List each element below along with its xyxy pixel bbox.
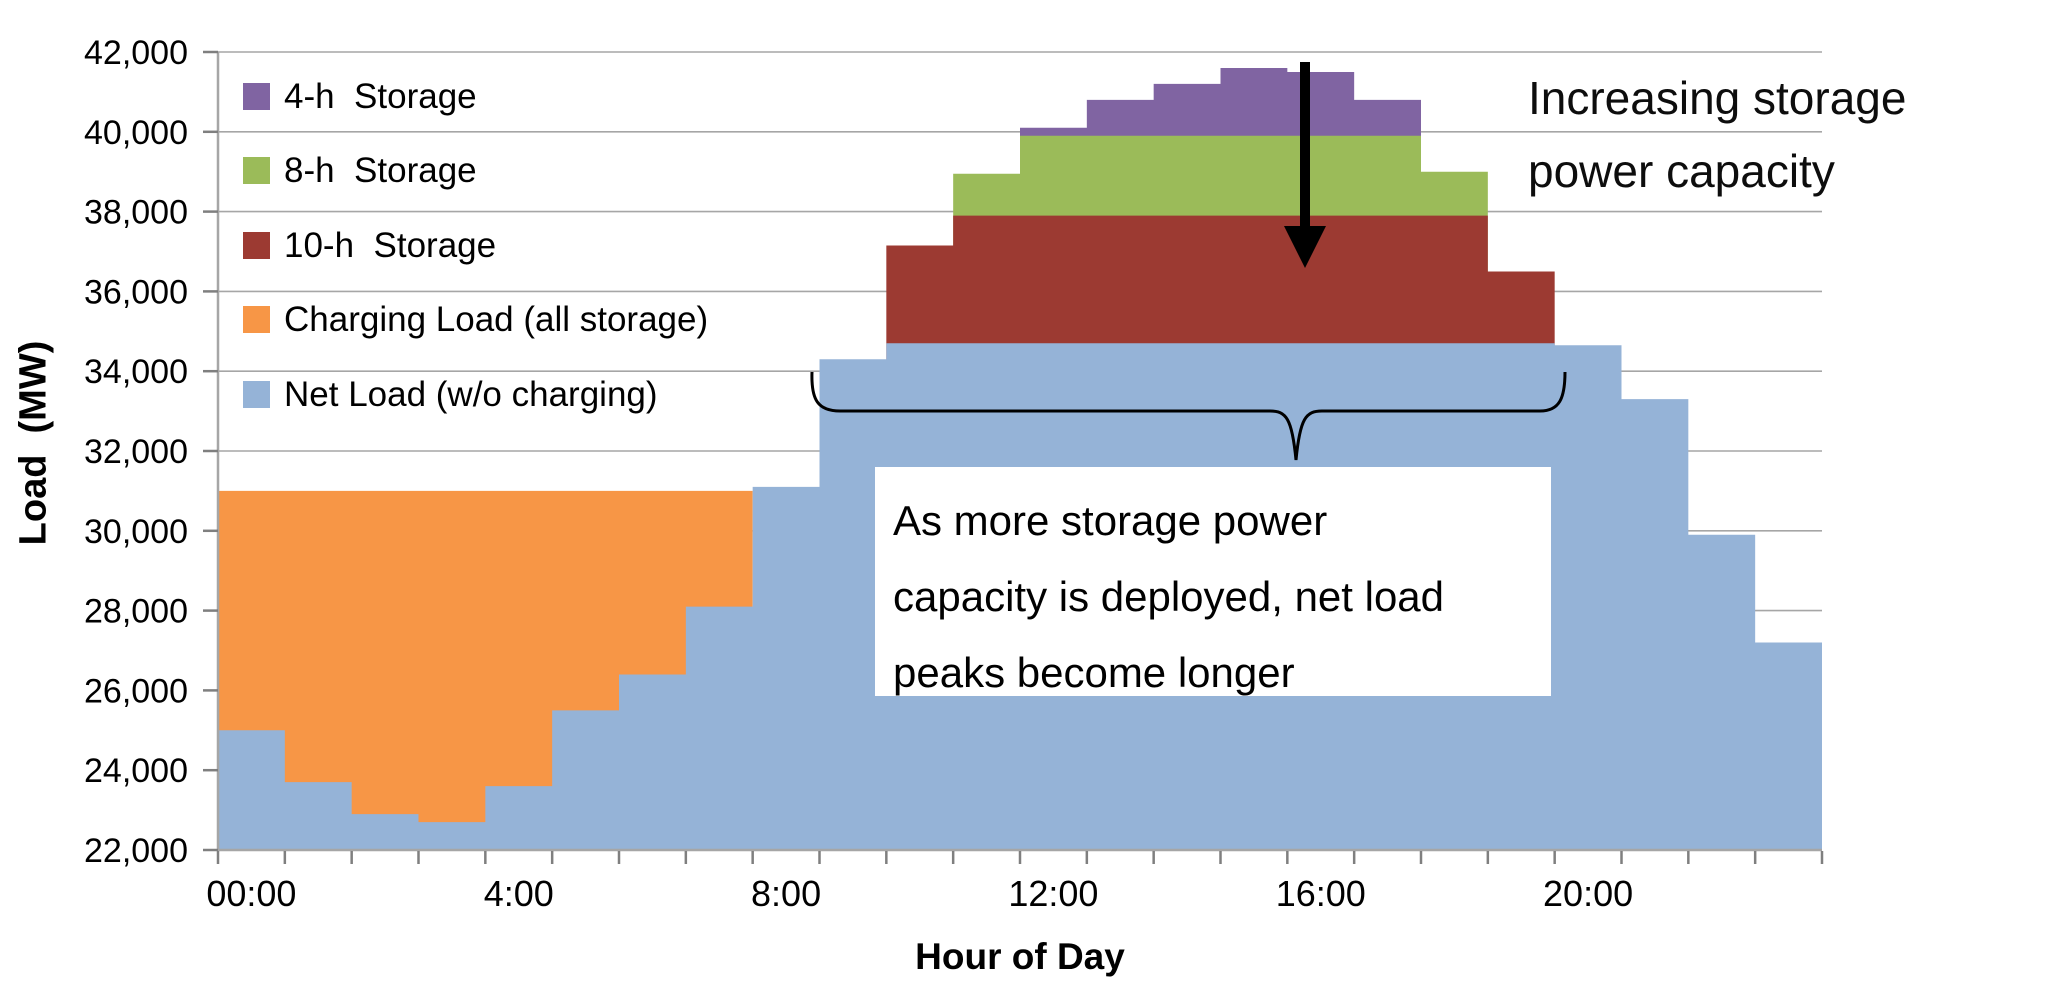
y-tick-label: 32,000 [84,433,188,471]
legend-item: Net Load (w/o charging) [243,357,708,432]
legend-label: Charging Load (all storage) [284,300,709,340]
legend-label: 4-h Storage [284,76,477,116]
annotation-peaks-note: As more storage power capacity is deploy… [875,467,1551,696]
brace-annotation [810,371,1567,461]
down-arrow-icon [1284,62,1326,268]
legend-swatch [243,380,270,408]
y-tick-label: 36,000 [84,273,188,311]
y-tick-label: 26,000 [84,672,188,710]
y-tick-label: 34,000 [84,353,188,391]
legend-label: 8-h Storage [284,151,477,191]
y-tick-label: 40,000 [84,114,188,152]
annotation-layer [810,62,1567,461]
y-tick-label: 30,000 [84,513,188,551]
legend-item: 4-h Storage [243,59,708,134]
x-tick-label: 16:00 [1276,873,1366,914]
x-tick-label: 4:00 [484,873,554,914]
y-axis-title: Load (MW) [12,340,55,546]
y-tick-label: 24,000 [84,752,188,790]
legend-label: 10-h Storage [284,225,497,265]
legend-swatch [243,82,270,110]
annotation-increasing-storage: Increasing storage power capacity [1528,72,1907,197]
x-axis-title: Hour of Day [915,936,1125,977]
x-tick-label: 12:00 [1008,873,1098,914]
y-tick-label: 28,000 [84,593,188,631]
x-tick-label: 8:00 [751,873,821,914]
legend-swatch [243,231,270,259]
legend-swatch [243,157,270,185]
y-tick-label: 22,000 [84,832,188,870]
legend-label: Net Load (w/o charging) [284,374,658,414]
legend-item: 8-h Storage [243,134,708,209]
legend-item: Charging Load (all storage) [243,283,708,358]
legend-swatch [243,306,270,334]
x-tick-label: 00:00 [206,873,296,914]
x-tick-label: 20:00 [1543,873,1633,914]
y-tick-label: 38,000 [84,194,188,232]
legend: 4-h Storage 8-h Storage 10-h Storage Chargi… [243,59,708,432]
legend-item: 10-h Storage [243,208,708,283]
y-tick-label: 42,000 [84,34,188,72]
